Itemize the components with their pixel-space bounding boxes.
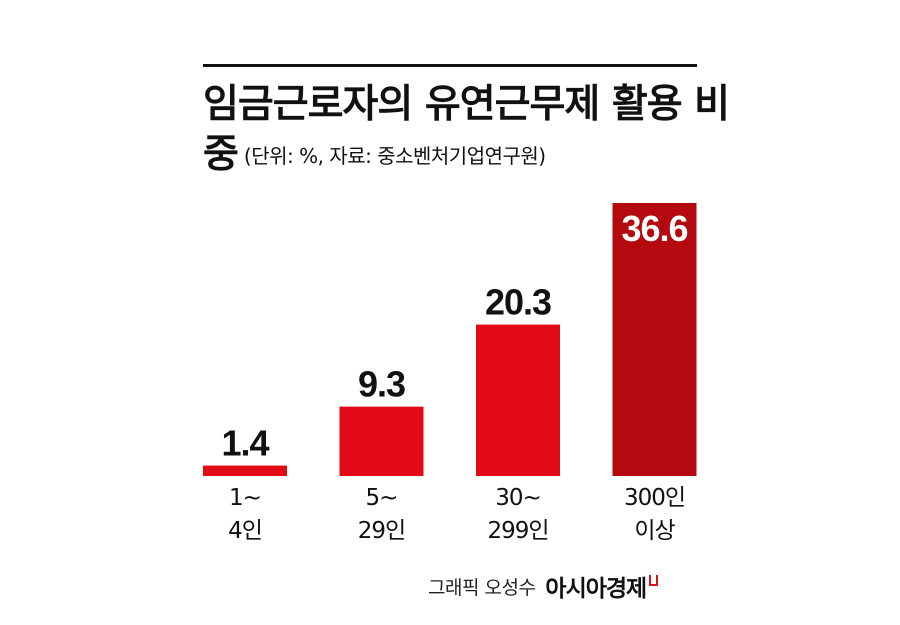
value-label: 9.3: [358, 364, 405, 405]
category-label: 4인: [228, 518, 262, 544]
value-label: 36.6: [621, 208, 687, 249]
value-label: 1.4: [221, 423, 269, 464]
publisher-logo: 아시아경제: [545, 576, 647, 602]
category-label: 30~: [495, 485, 541, 511]
bar: [476, 324, 560, 476]
value-label: 20.3: [485, 282, 551, 323]
category-label: 1~: [229, 485, 261, 511]
value-label-group: 1.4 9.3 20.3 36.6: [221, 208, 688, 464]
category-label: 5~: [366, 485, 398, 511]
category-label: 300인: [624, 485, 685, 511]
credit-line: 그래픽 오성수 아시아경제: [428, 572, 659, 602]
bar: [612, 203, 697, 476]
bar: [203, 465, 287, 476]
category-label: 이상: [634, 518, 675, 544]
graphic-credit: 그래픽 오성수: [428, 576, 536, 599]
chart-subtitle: (단위: %, 자료: 중소벤처기업연구원): [243, 144, 546, 168]
title-rule: [203, 64, 697, 67]
publisher-mark-icon: [649, 574, 659, 586]
bar-group: [203, 203, 697, 476]
category-label: 299인: [487, 518, 548, 544]
chart-title-text: 임금근로자의 유연근무제 활용 비중: [203, 82, 730, 177]
bar: [339, 406, 424, 476]
category-label: 29인: [358, 518, 405, 544]
chart-title: 임금근로자의 유연근무제 활용 비중 (단위: %, 자료: 중소벤처기업연구원): [203, 80, 763, 181]
